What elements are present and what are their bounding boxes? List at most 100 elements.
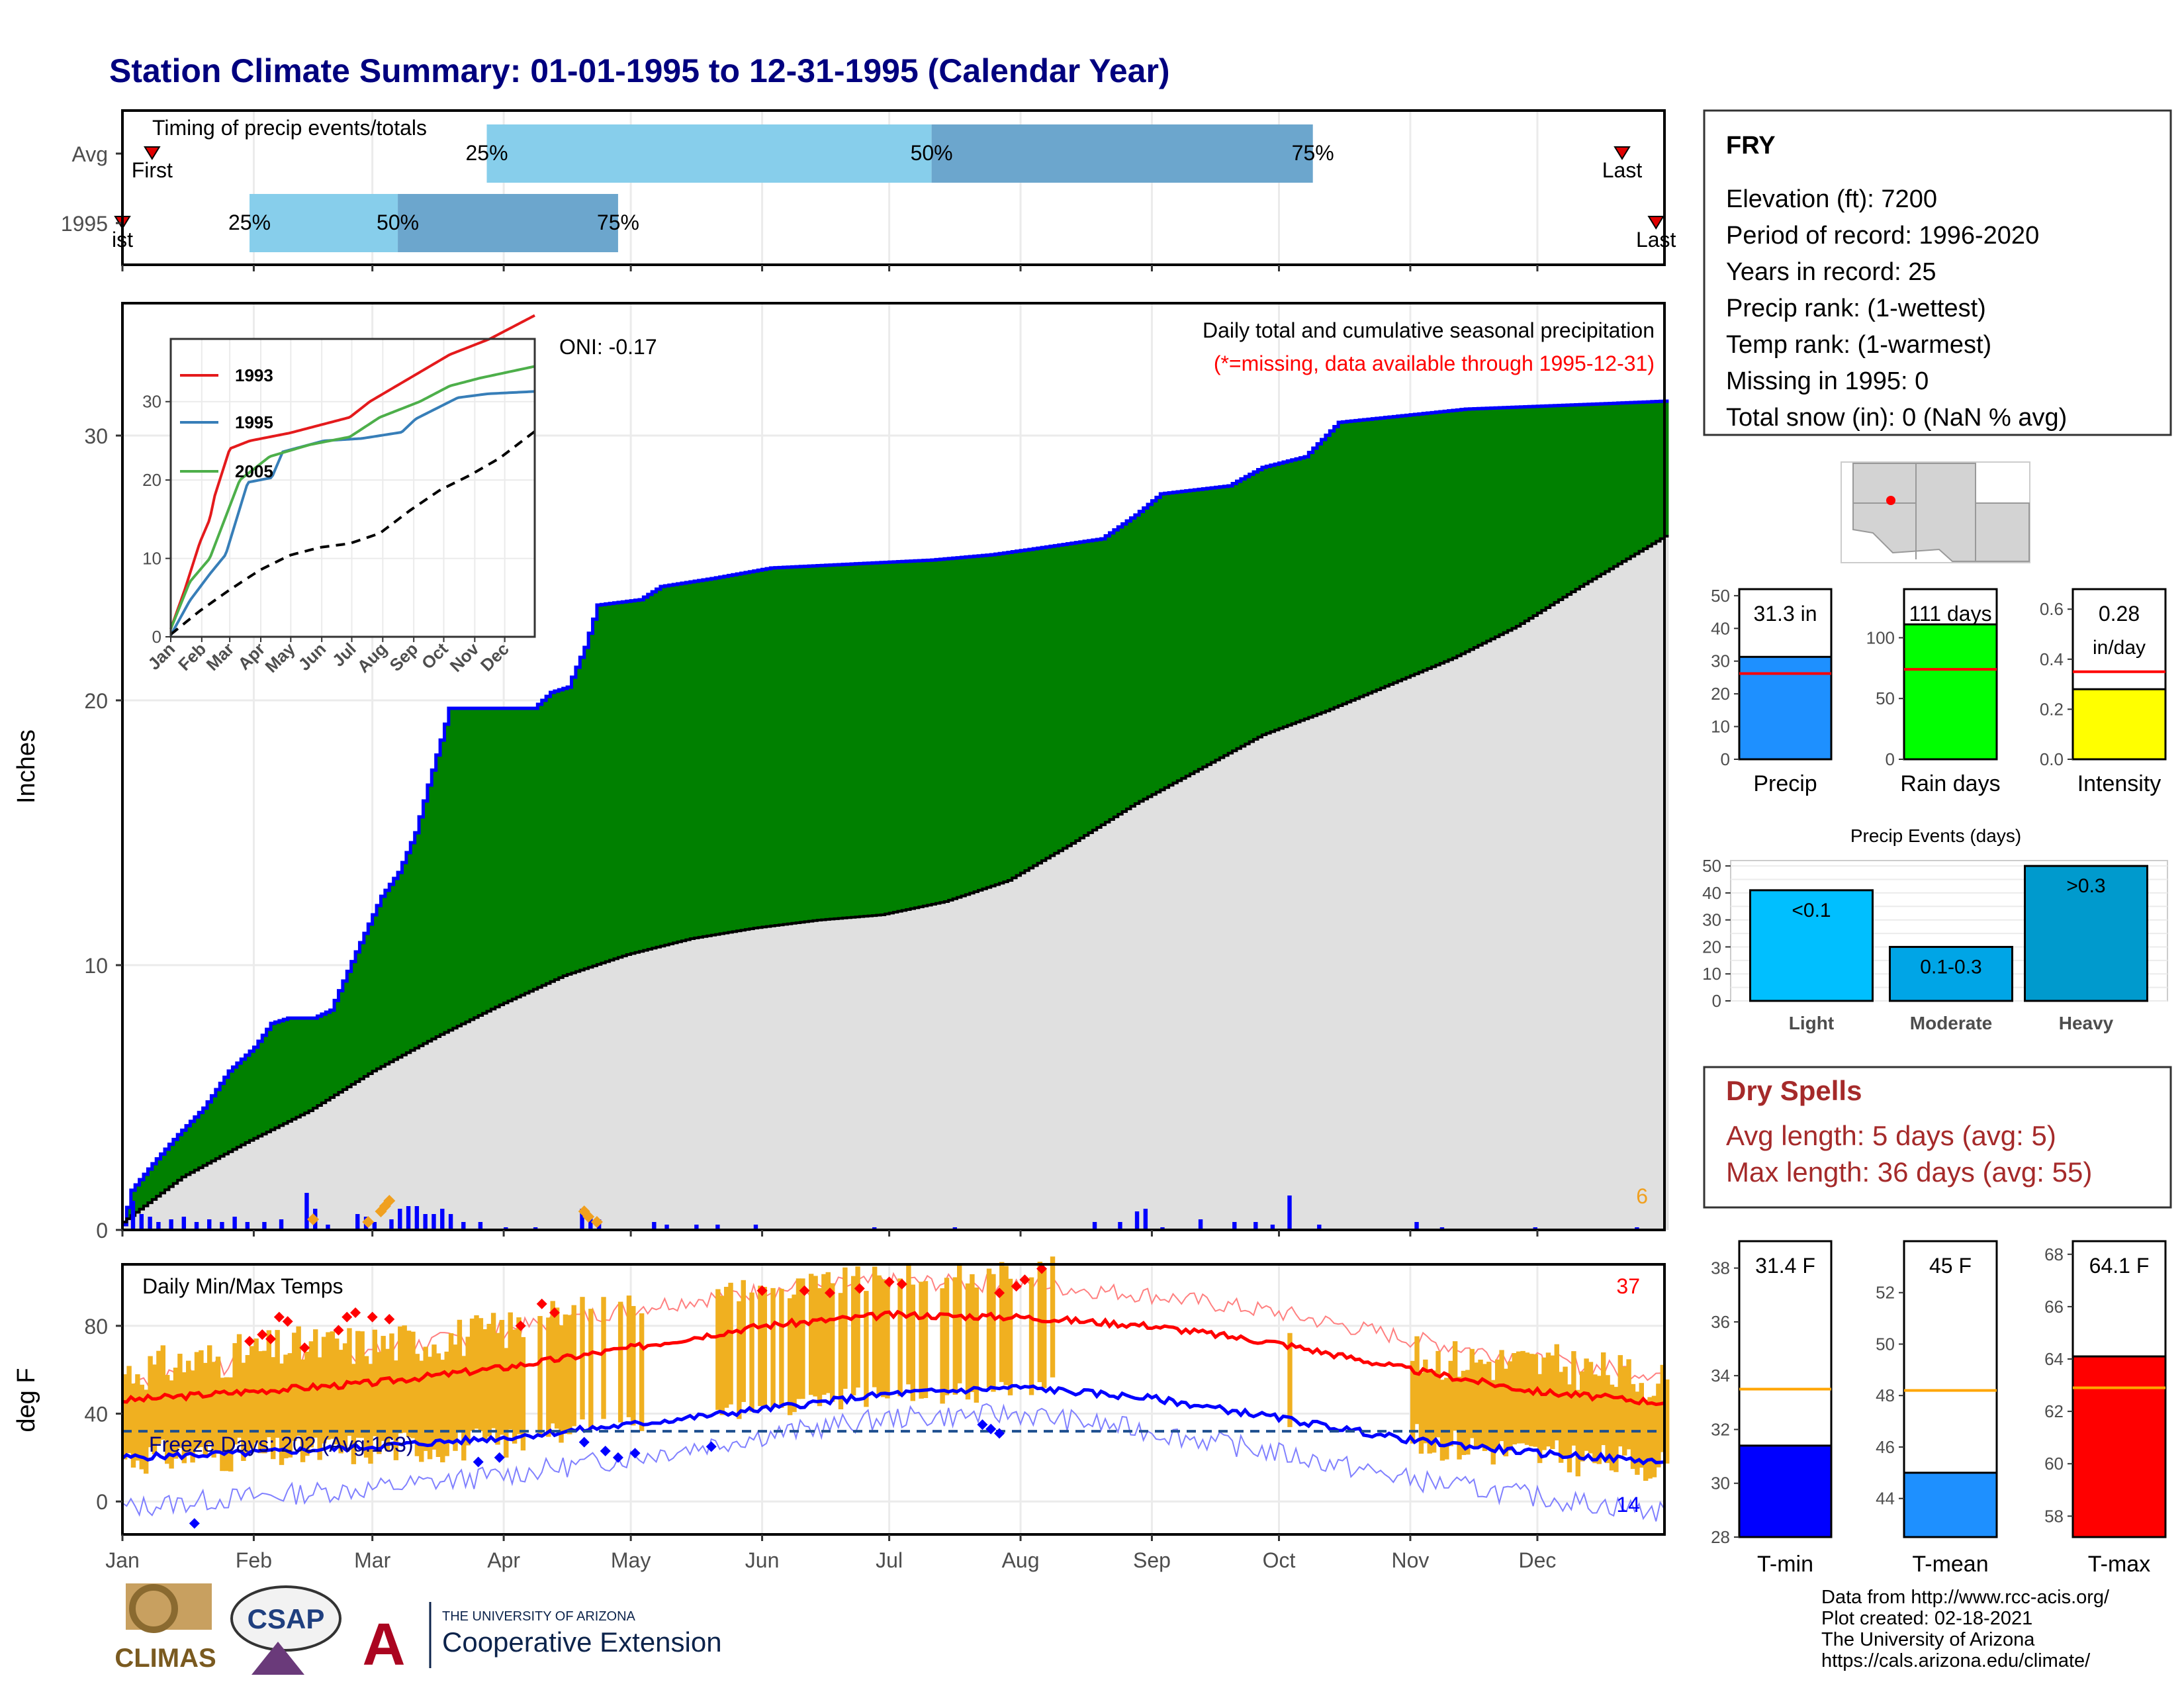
daily-temp-range-bar (427, 1356, 433, 1460)
timing-bar-25-50 (486, 124, 932, 183)
daily-temp-range-bar (559, 1325, 564, 1443)
precip_total-y-tick-label: 50 (1711, 586, 1730, 606)
month-tick-label: Mar (354, 1548, 390, 1572)
daily-temp-range-bar (1444, 1378, 1449, 1460)
daily-temp-range-bar (186, 1360, 191, 1455)
daily-temp-range-bar (300, 1359, 306, 1462)
station-info-line: Elevation (ft): 7200 (1726, 185, 1937, 213)
daily-temp-range-bar (1567, 1384, 1572, 1473)
daily-temp-range-bar (504, 1348, 509, 1458)
timing-row-label: Avg (71, 142, 108, 166)
precip-avg-area (122, 536, 1669, 1230)
daily-temp-range-bar (453, 1344, 458, 1451)
missing-data-marker (590, 1216, 603, 1228)
station-info-line: Years in record: 25 (1726, 258, 1936, 286)
station-info-line: Temp rank: (1-warmest) (1726, 331, 1991, 359)
daily-temp-range-bar (1558, 1372, 1564, 1463)
climas-logo-swirl (129, 1584, 178, 1633)
record-low-marker (494, 1452, 505, 1463)
daily-temp-range-bar (1461, 1370, 1467, 1456)
daily-temp-range-bar (1516, 1351, 1522, 1444)
daily-temp-range-bar (478, 1318, 484, 1432)
climas-logo-text: CLIMAS (114, 1644, 216, 1673)
temp_mean-y-tick-label: 48 (1876, 1385, 1895, 1405)
daily-temp-range-bar (279, 1363, 285, 1466)
record-low-marker (985, 1423, 997, 1434)
rain_days-y-tick-label: 50 (1876, 688, 1895, 708)
daily-temp-range-bar (1651, 1395, 1657, 1477)
station-location-dot (1886, 496, 1895, 505)
daily-temp-range-bar (1494, 1359, 1500, 1449)
daily-temp-range-bar (495, 1333, 500, 1445)
daily-temp-range-bar (1508, 1361, 1513, 1451)
temp_min-y-tick-label: 32 (1711, 1419, 1730, 1439)
daily-temp-range-bar (970, 1274, 975, 1392)
climas-logo: CLIMAS (114, 1583, 216, 1673)
record-high-marker (884, 1276, 895, 1288)
temperature-bar-charts: 28 30 32 34 36 38 31.4 F T-min 44 46 48 50 52 45 F T-m… (1711, 1240, 2167, 1577)
daily-precip-bar (478, 1222, 483, 1230)
precip_total-category-label: Precip (1753, 771, 1817, 796)
daily-temp-range-bar (1605, 1375, 1610, 1464)
daily-temp-range-bar (800, 1278, 805, 1399)
missing-data-marker (582, 1211, 595, 1223)
daily-temp-range-bar (287, 1353, 293, 1458)
daily-temp-range-bar (313, 1329, 318, 1438)
daily-precip-bar (355, 1214, 360, 1230)
record-high-marker (273, 1311, 285, 1323)
daily-temp-range-bar (1617, 1355, 1623, 1447)
timing-p50-label: 50% (911, 141, 953, 165)
csap-mountain-shape (251, 1642, 304, 1675)
timing-p75-label: 75% (597, 211, 639, 234)
daily-temp-range-bar (385, 1348, 390, 1452)
daily-temp-range-bar (571, 1305, 576, 1427)
temp_mean-y-tick-label: 52 (1876, 1283, 1895, 1303)
daily-temp-range-bar (749, 1292, 754, 1412)
uofa-name-small: THE UNIVERSITY OF ARIZONA (442, 1609, 636, 1624)
daily-temp-range-bar (580, 1297, 585, 1420)
daily-temp-range-bar (126, 1366, 132, 1454)
record-high-marker (1019, 1274, 1030, 1286)
record-high-marker (282, 1316, 293, 1327)
record-high-marker (333, 1325, 344, 1336)
daily-temp-range-bar (1571, 1351, 1576, 1446)
daily-temp-range-bar (490, 1313, 496, 1429)
daily-temp-range-bar (381, 1336, 386, 1441)
events-y-tick-label: 20 (1702, 937, 1721, 957)
daily-precip-bar (1253, 1222, 1258, 1230)
temp_max-y-tick-label: 66 (2044, 1297, 2064, 1317)
footer-credit-line: https://cals.arizona.edu/climate/ (1821, 1650, 2091, 1671)
daily-temp-range-bar (872, 1266, 878, 1387)
dry-spells-avg: Avg length: 5 days (avg: 5) (1726, 1120, 2056, 1151)
month-tick-label: Jan (105, 1548, 140, 1572)
events-bar-moderate (1889, 945, 2013, 1002)
precip-events-chart: Precip Events (days) <0.1 Light 0.1-0.3 Mode… (1702, 825, 2168, 1033)
daily-temp-range-bar (1439, 1380, 1445, 1461)
events-category-label: Moderate (1910, 1013, 1992, 1033)
daily-precip-bar (262, 1222, 267, 1230)
daily-temp-range-bar (1418, 1373, 1424, 1454)
inset-frame (169, 338, 536, 638)
daily-precip-bar (372, 1222, 377, 1230)
daily-temp-range-bar (537, 1316, 543, 1436)
daily-temp-range-bar (817, 1288, 823, 1407)
record-low-marker (578, 1436, 590, 1448)
record-low-marker (600, 1445, 611, 1456)
daily-temp-range-bar (338, 1350, 343, 1454)
precip-surplus-area (122, 401, 1669, 1225)
precip_total-y-tick-label: 30 (1711, 651, 1730, 671)
inset-series-1993 (169, 314, 535, 630)
precip_total-y-tick-label: 40 (1711, 618, 1730, 638)
rain_days-bar (1903, 623, 1998, 761)
record-high-marker (799, 1285, 810, 1296)
daily-temp-range-bar (1596, 1376, 1602, 1464)
daily-precip-bar (588, 1217, 593, 1230)
inset-series-1995 (169, 390, 535, 636)
daily-temp-range-bar (363, 1356, 369, 1458)
daily-temp-range-bar (1647, 1397, 1653, 1479)
daily-precip-bar (448, 1214, 453, 1230)
daily-temp-range-bar (864, 1291, 869, 1407)
temp_max-value-label: 64.1 F (2089, 1254, 2150, 1278)
rain_days-y-tick-label: 100 (1866, 628, 1895, 647)
